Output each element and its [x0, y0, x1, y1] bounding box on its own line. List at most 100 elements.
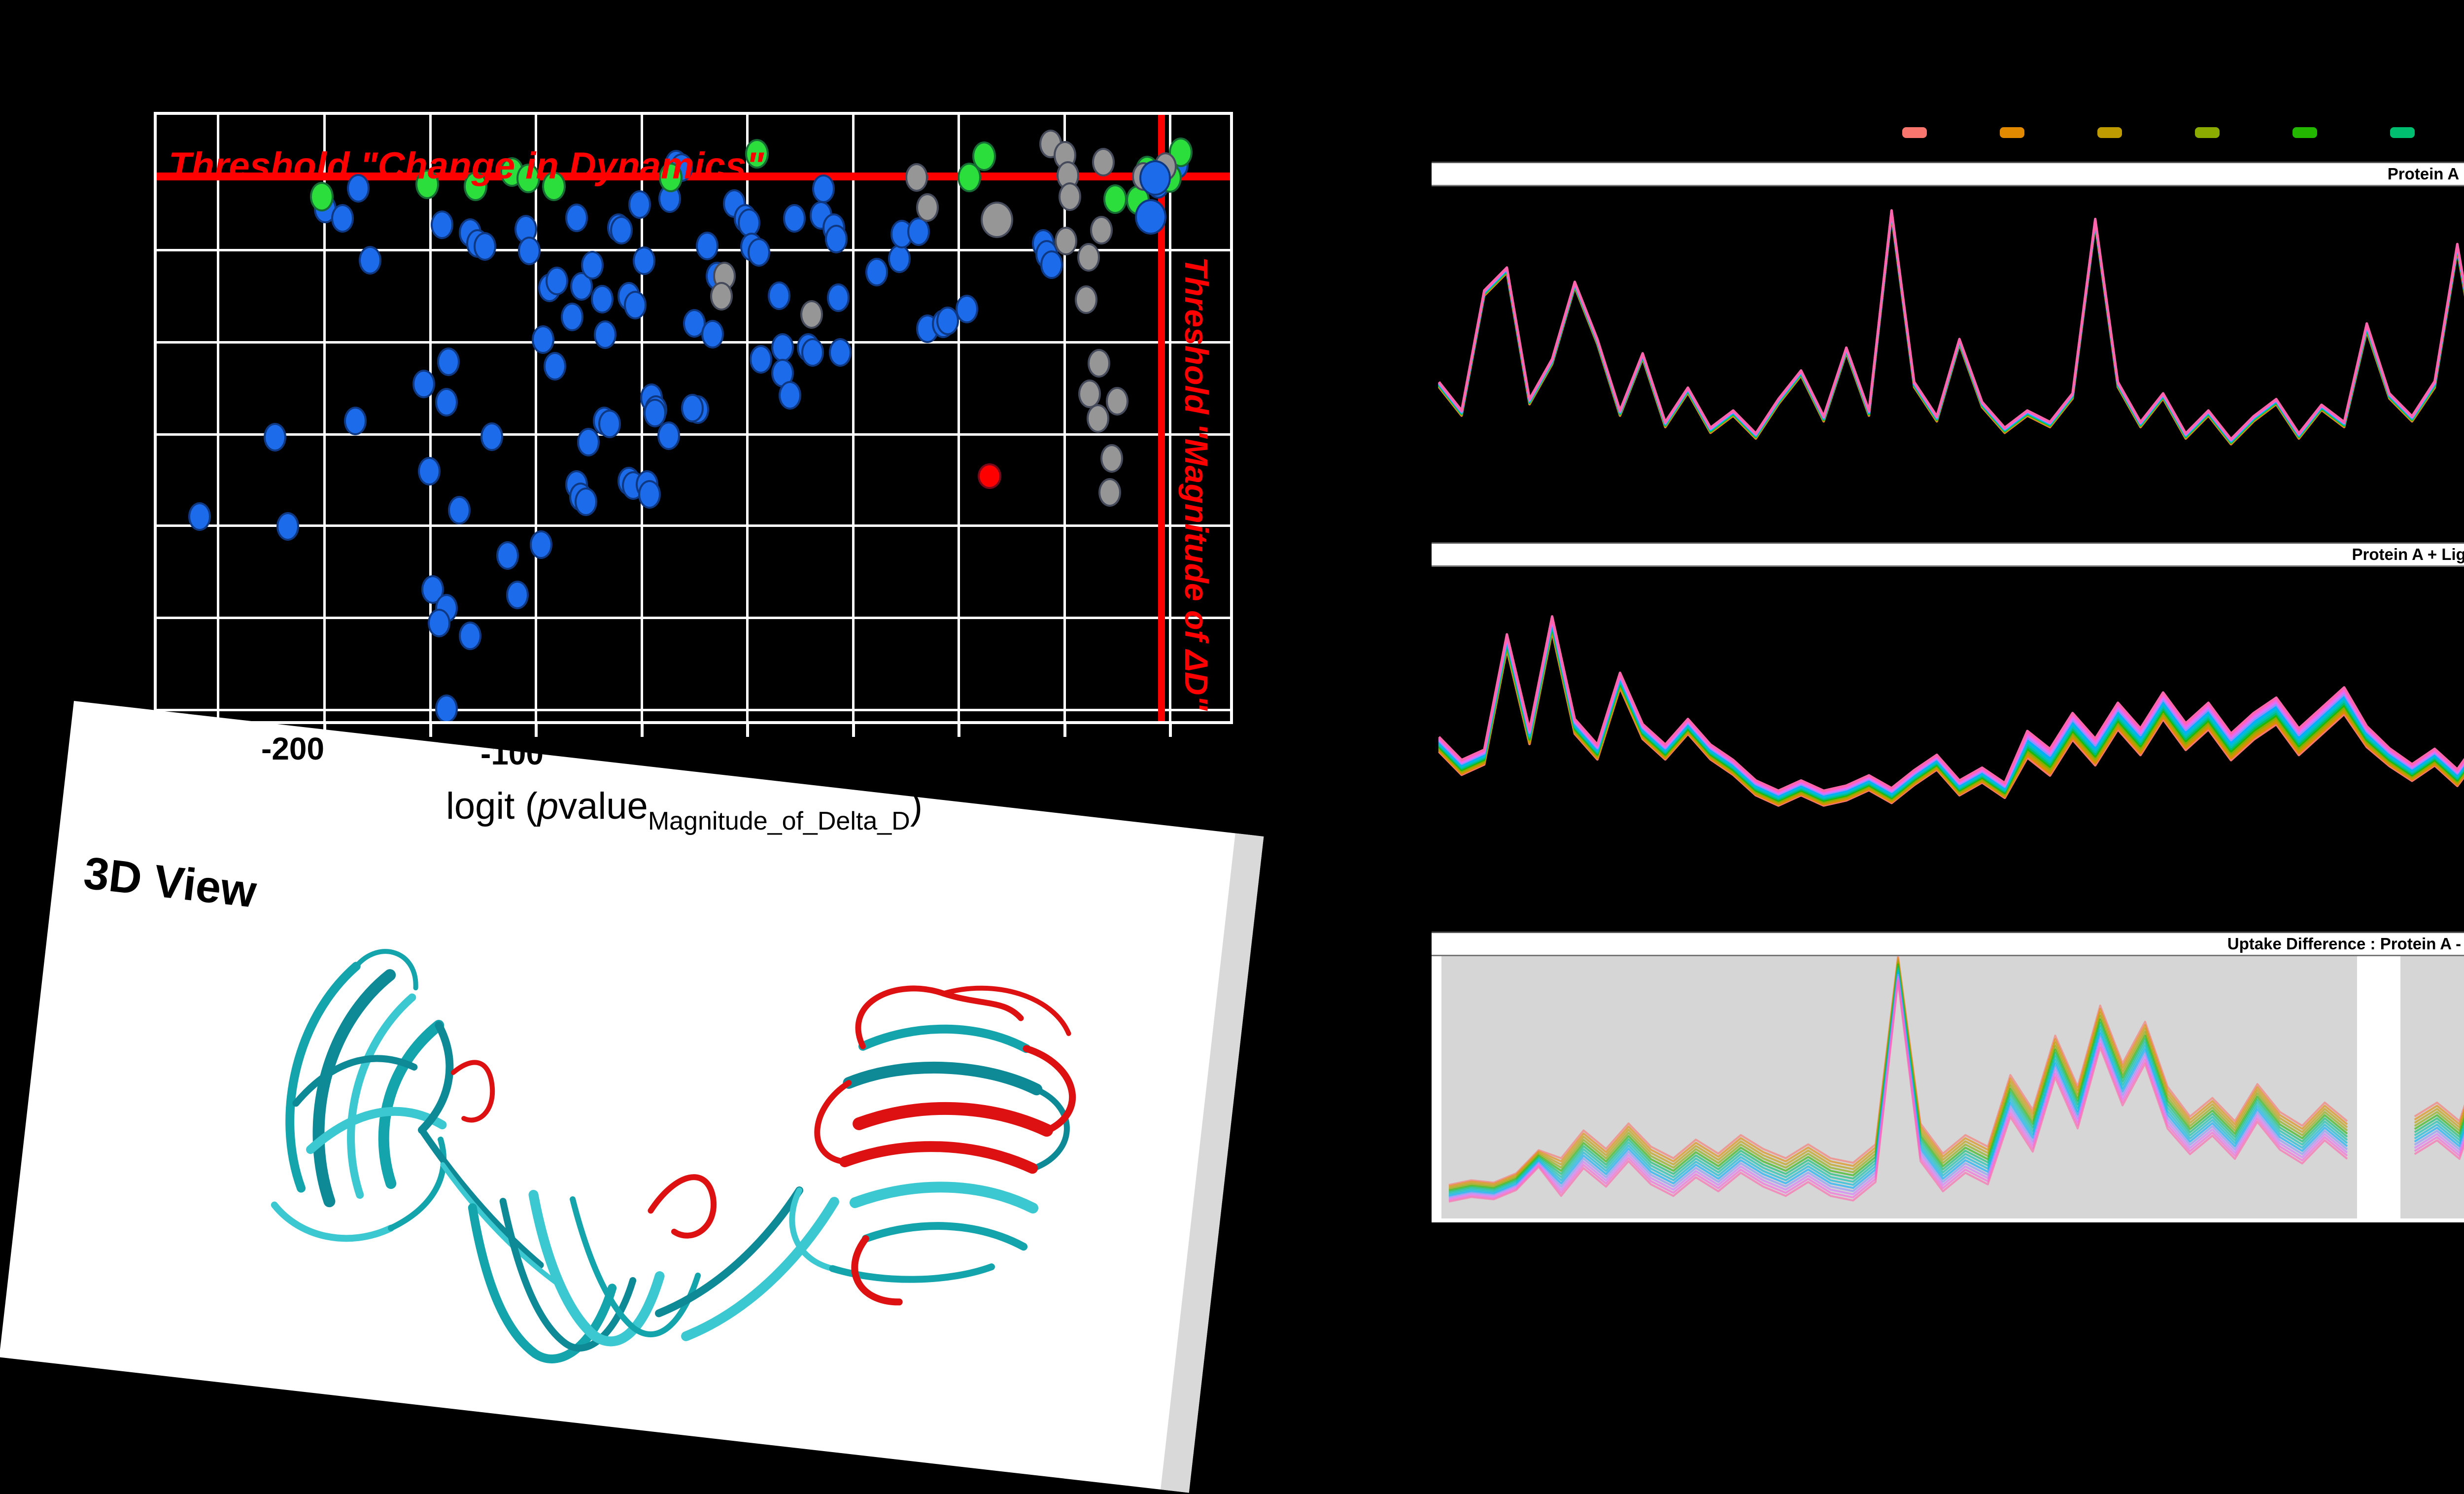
data-point-gray	[1077, 243, 1100, 272]
data-point-blue	[496, 541, 519, 570]
xlabel-prefix: logit (	[446, 785, 538, 827]
data-point-gray-large	[981, 202, 1013, 238]
data-point-blue	[1040, 250, 1063, 279]
gridline-vertical	[217, 115, 219, 721]
data-point-blue	[561, 303, 583, 331]
axis-tick	[535, 724, 538, 737]
data-point-gray	[1106, 387, 1129, 416]
data-point-blue	[888, 244, 911, 273]
legend-swatch-4[interactable]	[2195, 127, 2220, 138]
uptake-difference-plot-bg	[1441, 956, 2464, 1218]
data-point-blue	[696, 232, 719, 260]
data-point-blue	[474, 232, 496, 261]
data-point-blue	[750, 345, 772, 374]
data-point-blue	[448, 496, 471, 524]
data-point-blue	[628, 190, 651, 219]
chart-title-protein-a: Protein A	[1432, 162, 2464, 186]
uptake-difference-chart[interactable]	[1441, 956, 2464, 1218]
gridline-vertical	[535, 115, 537, 721]
data-point-blue	[907, 217, 930, 246]
data-point-blue	[624, 291, 647, 319]
data-point-green	[1103, 184, 1127, 214]
gridline-vertical	[1169, 115, 1171, 721]
data-point-blue	[276, 512, 299, 541]
data-point-blue	[594, 320, 616, 349]
data-point-blue	[546, 267, 568, 295]
data-point-gray	[1090, 216, 1113, 244]
data-point-blue	[480, 422, 503, 451]
data-point-blue	[768, 281, 790, 310]
data-point-blue	[956, 295, 978, 323]
data-point-gray	[905, 163, 928, 192]
axis-tick	[429, 724, 432, 737]
data-point-blue	[435, 388, 458, 417]
uptake-difference-frame	[1432, 953, 2464, 1222]
data-point-blue	[435, 695, 458, 723]
data-point-gray	[800, 300, 823, 329]
axis-tick	[1063, 724, 1066, 737]
data-point-gray	[710, 282, 733, 311]
data-point-blue	[681, 394, 704, 422]
data-point-blue	[865, 258, 888, 286]
axis-tick	[641, 724, 644, 737]
xlabel-p-italic: p	[538, 785, 558, 827]
xlabel-suffix: )	[910, 785, 923, 827]
data-point-blue	[418, 457, 441, 486]
gridline-vertical	[852, 115, 855, 721]
x-tick--200: -200	[261, 730, 324, 767]
legend-swatch-3[interactable]	[2097, 127, 2122, 138]
data-point-blue	[532, 325, 554, 354]
xlabel-value: value	[558, 785, 648, 827]
protein-a-chart[interactable]	[1432, 183, 2464, 541]
gridline-horizontal	[157, 617, 1230, 619]
series-line-12	[1439, 205, 2464, 440]
data-point-gray	[1088, 349, 1110, 378]
data-point-gray	[1087, 404, 1109, 433]
data-point-gray	[1055, 227, 1077, 255]
data-point-gray	[1078, 380, 1101, 408]
data-point-blue	[771, 333, 794, 362]
x-tick--100: -100	[480, 735, 544, 772]
legend-swatch-1[interactable]	[1902, 127, 1927, 138]
data-point-blue	[801, 338, 824, 367]
chart-title-text: Protein A + Ligand	[2352, 545, 2464, 564]
axis-tick	[1169, 724, 1172, 737]
data-point-gray	[1075, 285, 1097, 314]
data-point-blue-large	[1135, 199, 1166, 235]
data-point-blue	[437, 347, 460, 376]
data-point-gray	[1059, 182, 1081, 211]
legend-swatch-2[interactable]	[2000, 127, 2024, 138]
series-line-11	[1439, 207, 2464, 440]
legend-swatch-6[interactable]	[2390, 127, 2415, 138]
chart-title-uptake-difference: Uptake Difference : Protein A - (Protein…	[1432, 932, 2464, 956]
gridline-vertical	[958, 115, 960, 721]
data-point-blue	[577, 428, 600, 456]
data-point-blue	[783, 204, 806, 233]
protein-a-ligand-chart[interactable]	[1432, 564, 2464, 933]
axis-tick	[958, 724, 960, 737]
sequence-gap-band-1	[2357, 956, 2400, 1218]
data-point-blue	[565, 204, 588, 232]
data-point-blue	[701, 320, 724, 348]
data-point-blue	[633, 246, 655, 275]
volcano-plot[interactable]: Threshold "Change in Dynamics" Threshold…	[154, 112, 1233, 724]
data-point-blue	[459, 622, 481, 650]
series-line-1	[1439, 609, 2464, 822]
threshold-magnitude-label: Threshold "Magnitude of ΔD"	[1178, 257, 1215, 711]
series-line-13	[1449, 981, 2347, 1202]
legend-swatch-5[interactable]	[2293, 127, 2317, 138]
data-point-blue	[264, 423, 286, 452]
chart-title-text: Uptake Difference : Protein A - (Protein…	[2227, 935, 2464, 953]
chart-title-text: Protein A	[2388, 165, 2459, 183]
data-point-blue	[331, 204, 354, 233]
series-line-2	[1439, 608, 2464, 821]
data-point-blue	[359, 246, 381, 275]
axis-tick	[852, 724, 855, 737]
data-point-blue	[581, 251, 604, 279]
data-point-blue	[518, 237, 541, 265]
axis-tick	[746, 724, 749, 737]
data-point-blue	[506, 581, 529, 609]
chart-title-protein-a-ligand: Protein A + Ligand	[1432, 542, 2464, 567]
series-line-13	[1439, 204, 2464, 439]
protein-ribbon-structure[interactable]	[205, 886, 1255, 1494]
